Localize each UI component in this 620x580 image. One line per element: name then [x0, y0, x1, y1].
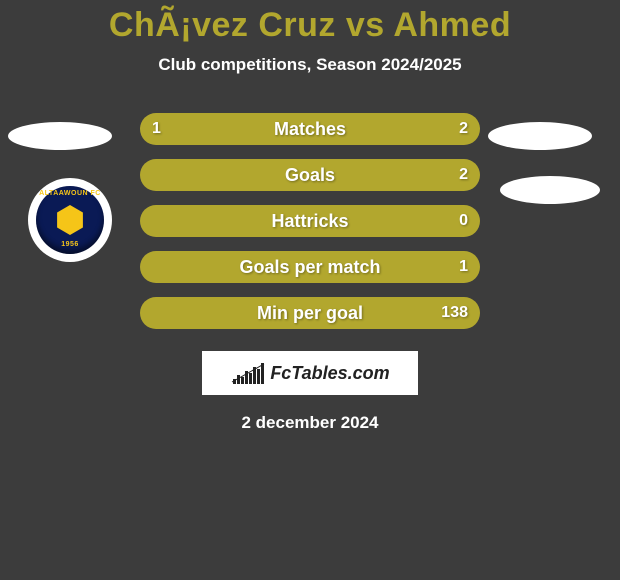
stat-left-value: 1 — [152, 113, 161, 145]
stat-row-goals: Goals 2 — [0, 159, 620, 191]
stat-right-value: 2 — [459, 159, 468, 191]
stat-right-value: 2 — [459, 113, 468, 145]
fctables-label: FcTables.com — [270, 363, 389, 384]
date-label: 2 december 2024 — [0, 413, 620, 433]
stat-label: Min per goal — [257, 297, 363, 329]
stat-label: Goals — [285, 159, 335, 191]
subtitle: Club competitions, Season 2024/2025 — [0, 55, 620, 75]
stat-row-matches: 1 Matches 2 — [0, 113, 620, 145]
page-title: ChÃ¡vez Cruz vs Ahmed — [0, 0, 620, 45]
fctables-watermark: FcTables.com — [202, 351, 418, 395]
stat-right-value: 1 — [459, 251, 468, 283]
stat-label: Matches — [274, 113, 346, 145]
stat-right-value: 138 — [441, 297, 468, 329]
bar-chart-icon — [230, 362, 266, 384]
stat-label: Goals per match — [239, 251, 380, 283]
stat-row-min-per-goal: Min per goal 138 — [0, 297, 620, 329]
stat-label: Hattricks — [271, 205, 348, 237]
stat-right-value: 0 — [459, 205, 468, 237]
stat-row-hattricks: Hattricks 0 — [0, 205, 620, 237]
stat-row-goals-per-match: Goals per match 1 — [0, 251, 620, 283]
comparison-panel: ALTAAWOUN FC1956 1Matches2Goals2Hattrick… — [0, 113, 620, 433]
